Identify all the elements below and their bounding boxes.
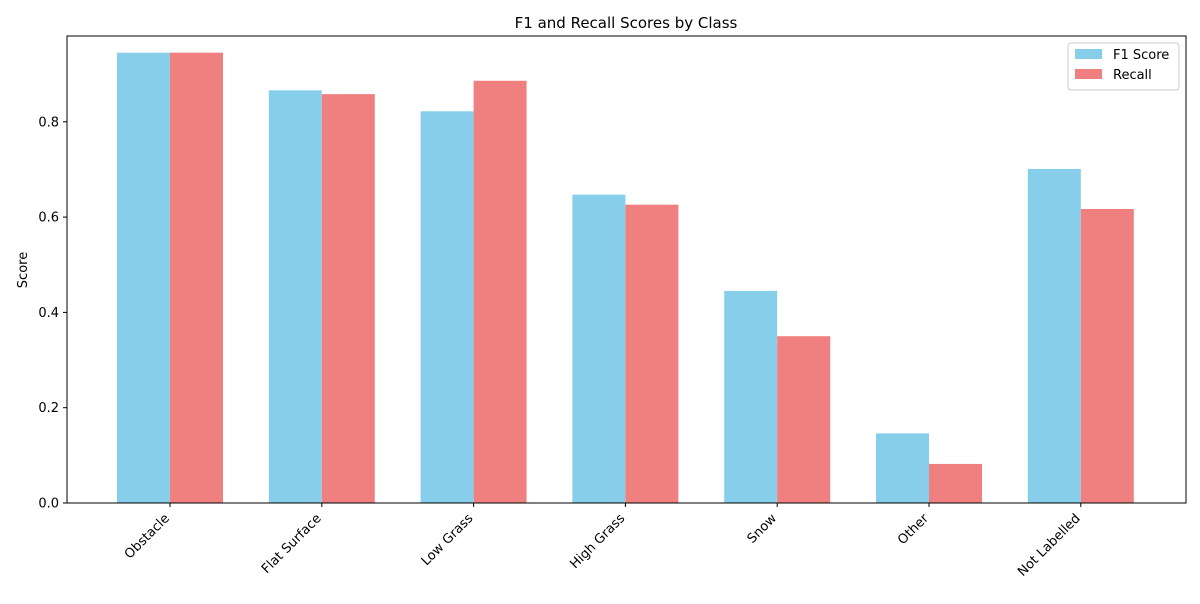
bar-recall-6	[1080, 208, 1134, 504]
x-tick-label: Not Labelled	[1015, 511, 1083, 579]
y-tick-label: 0.6	[38, 211, 59, 226]
bar-f1-score-5	[876, 433, 929, 503]
y-axis-label: Score	[16, 252, 31, 288]
x-tick-label: Other	[895, 511, 932, 548]
x-tick-label: High Grass	[567, 511, 628, 572]
bar-f1-score-3	[572, 194, 626, 503]
x-tick-label: Obstacle	[122, 511, 173, 562]
legend: F1 Score Recall	[1067, 42, 1180, 91]
legend-swatch-recall	[1075, 69, 1102, 79]
x-tick-label: Snow	[745, 511, 781, 547]
bar-recall-5	[929, 463, 982, 503]
bars-layer	[117, 52, 1134, 504]
y-tick-label: 0.8	[38, 115, 59, 130]
bar-recall-3	[625, 204, 679, 503]
legend-swatch-f1-score	[1075, 49, 1102, 59]
bar-recall-4	[777, 336, 831, 503]
x-tick-label: Low Grass	[419, 511, 477, 569]
x-tick-label: Flat Surface	[259, 511, 325, 577]
bar-f1-score-6	[1027, 168, 1081, 504]
bar-f1-score-0	[117, 52, 170, 504]
bar-recall-0	[170, 52, 223, 504]
bar-f1-score-1	[268, 90, 322, 503]
plot-frame	[66, 35, 1187, 504]
bar-recall-1	[321, 94, 375, 504]
y-tick-label: 0.0	[38, 497, 59, 512]
chart-title: F1 and Recall Scores by Class	[515, 14, 738, 32]
bar-f1-score-4	[724, 290, 778, 503]
y-tick-label: 0.2	[38, 401, 59, 416]
legend-label-f1-score: F1 Score	[1113, 48, 1169, 63]
y-tick-label: 0.4	[38, 306, 59, 321]
legend-label-recall: Recall	[1113, 68, 1152, 83]
bar-recall-2	[473, 80, 527, 503]
bar-f1-score-2	[420, 111, 474, 503]
